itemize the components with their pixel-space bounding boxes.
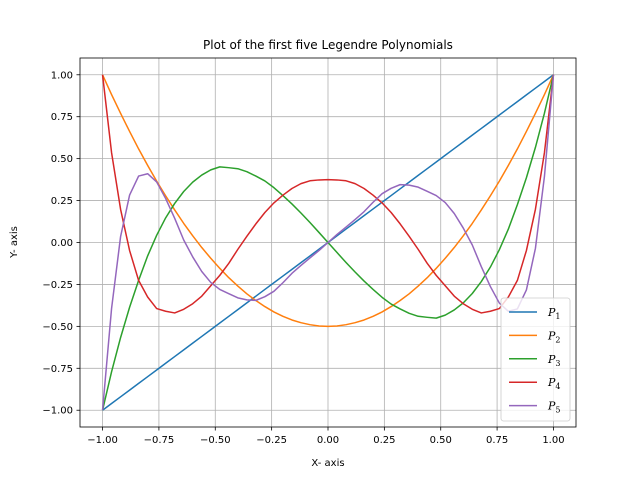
y-tick-label: −0.75 [42,364,73,375]
y-tick-label: 1.00 [51,70,73,81]
x-axis-label: X- axis [311,458,344,469]
y-tick-label: 0.25 [51,196,73,207]
x-tick-label: 0.50 [430,435,452,446]
y-tick-label: 0.75 [51,112,73,123]
legend-label-name: P [547,400,556,413]
x-tick-label: −0.50 [200,435,231,446]
legend-label-subscript: 4 [555,382,560,391]
series-layer [101,74,555,411]
legend-label-subscript: 3 [555,359,560,368]
x-tick-label: −1.00 [87,435,118,446]
legend-label-name: P [547,329,556,342]
series-line-p4 [101,74,555,314]
y-tick-label: −1.00 [42,406,73,417]
x-tick-label: 0.75 [486,435,508,446]
legend-label-p5: P5 [547,400,561,415]
chart-title: Plot of the first five Legendre Polynomi… [203,38,453,52]
x-tick-label: 0.00 [317,435,339,446]
x-tick-label: −0.75 [144,435,175,446]
y-tick-label: −0.50 [42,322,73,333]
y-tick-label: 0.50 [51,154,73,165]
x-tick-label: 0.25 [373,435,395,446]
x-tick-label: −0.25 [256,435,287,446]
legend-label-p2: P2 [547,329,561,344]
x-tick-label: 1.00 [542,435,564,446]
y-tick-label: −0.25 [42,280,73,291]
y-axis-label: Y- axis [9,226,20,259]
legend-label-p1: P1 [547,306,561,321]
legend-label-subscript: 2 [555,335,560,344]
legend-label-p3: P3 [547,353,561,368]
legend-label-name: P [547,353,556,366]
ticks: −1.00 −0.75 −0.50 −0.25 0.00 0.25 0.50 0.75 1.00… [42,70,564,446]
series-line-p5 [101,74,555,411]
legend-label-name: P [547,376,556,389]
legend-label-p4: P4 [547,376,561,391]
legend-label-subscript: 5 [555,406,560,415]
y-tick-label: 0.00 [51,238,73,249]
legend-label-name: P [547,306,556,319]
series-line-p2 [101,74,555,328]
legend-label-subscript: 1 [555,312,560,321]
